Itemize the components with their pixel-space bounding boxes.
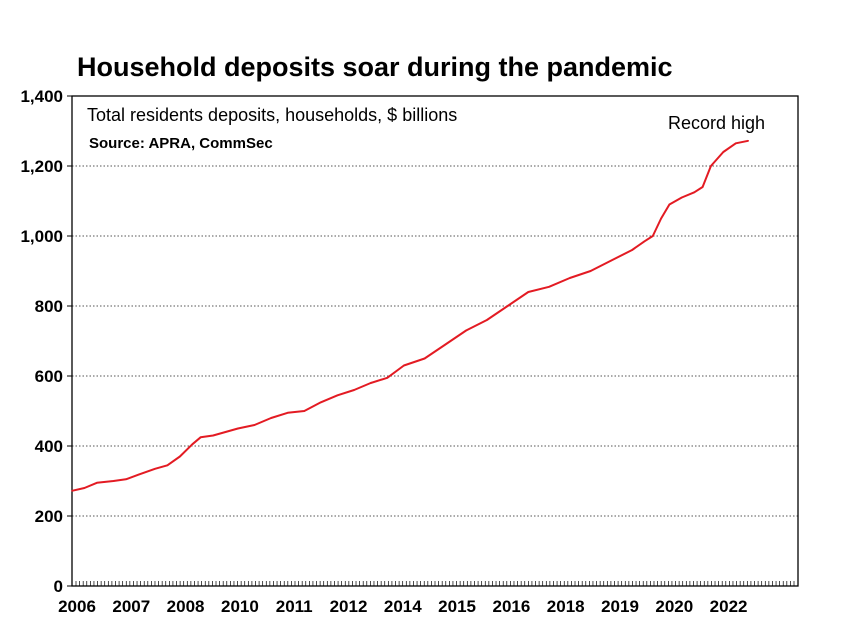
data-point (199, 436, 202, 439)
data-point (403, 364, 405, 367)
data-point (237, 427, 239, 430)
data-point (320, 401, 322, 404)
data-point (386, 376, 389, 379)
data-point (83, 487, 86, 489)
data-point (465, 329, 467, 332)
data-point (548, 285, 550, 288)
plot-area-frame (71, 95, 799, 587)
x-tick-label: 2006 (58, 597, 96, 616)
data-point (179, 455, 181, 458)
data-point (681, 196, 683, 199)
x-tick-label: 2022 (710, 597, 748, 616)
x-axis-ticks: 2006 2007 2008 2010 2011 2012 2014 2015 2016 2018… (58, 597, 747, 616)
data-point (224, 431, 227, 433)
data-point (369, 382, 372, 384)
data-point (589, 270, 592, 272)
data-point (137, 473, 140, 476)
gridlines (72, 165, 798, 517)
y-axis-ticks: 0 200 400 600 800 1,000 1,200 1,400 (20, 87, 72, 596)
data-point (286, 411, 289, 414)
data-point (486, 319, 488, 321)
x-tick-label: 2011 (276, 597, 313, 616)
series-line-household-deposits (71, 139, 749, 492)
x-tick-label: 2018 (547, 597, 585, 616)
y-tick-label: 600 (35, 367, 63, 386)
y-tick-label: 200 (35, 507, 63, 526)
data-point (506, 305, 509, 307)
data-point (353, 389, 355, 391)
x-tick-label: 2019 (601, 597, 639, 616)
chart-title: Household deposits soar during the pande… (77, 52, 673, 82)
y-tick-label: 1,000 (20, 227, 63, 246)
x-tick-label: 2014 (384, 597, 422, 616)
x-tick-label: 2020 (655, 597, 693, 616)
y-tick-label: 0 (54, 577, 63, 596)
data-point (270, 417, 272, 419)
data-point (701, 186, 704, 188)
chart-source: Source: APRA, CommSec (89, 135, 273, 152)
data-point (71, 490, 73, 492)
x-tick-label: 2007 (112, 597, 150, 616)
x-tick-label: 2015 (438, 597, 476, 616)
data-point (125, 478, 127, 481)
data-point (444, 343, 447, 346)
y-tick-label: 800 (35, 297, 63, 316)
x-tick-label: 2008 (167, 597, 205, 616)
x-tick-label: 2012 (330, 597, 368, 616)
chart-subtitle: Total residents deposits, households, $ … (87, 105, 457, 125)
data-point (423, 357, 426, 360)
series-points (71, 140, 750, 492)
data-point (303, 410, 306, 412)
data-point (96, 481, 98, 484)
y-tick-label: 400 (35, 437, 63, 456)
data-point (336, 394, 339, 397)
data-point (112, 480, 115, 482)
data-point (191, 443, 194, 446)
record-high-annotation: Record high (668, 113, 765, 133)
data-point (154, 467, 156, 470)
data-point (610, 259, 613, 262)
x-axis-minor-ticks (75, 581, 795, 586)
x-tick-label: 2016 (492, 597, 530, 616)
data-point (253, 424, 256, 426)
y-tick-label: 1,400 (20, 87, 63, 106)
data-point (166, 464, 169, 467)
data-point (710, 165, 712, 167)
data-point (660, 217, 662, 220)
data-point (569, 277, 571, 279)
data-point (722, 151, 725, 153)
data-point (527, 291, 530, 293)
data-point (668, 203, 671, 206)
data-point (747, 140, 750, 142)
data-point (652, 235, 654, 237)
x-tick-label: 2010 (221, 597, 259, 616)
y-tick-label: 1,200 (20, 157, 63, 176)
data-point (693, 191, 696, 194)
data-point (631, 249, 633, 251)
data-point (212, 434, 214, 437)
data-point (734, 142, 737, 145)
data-point (643, 240, 646, 243)
